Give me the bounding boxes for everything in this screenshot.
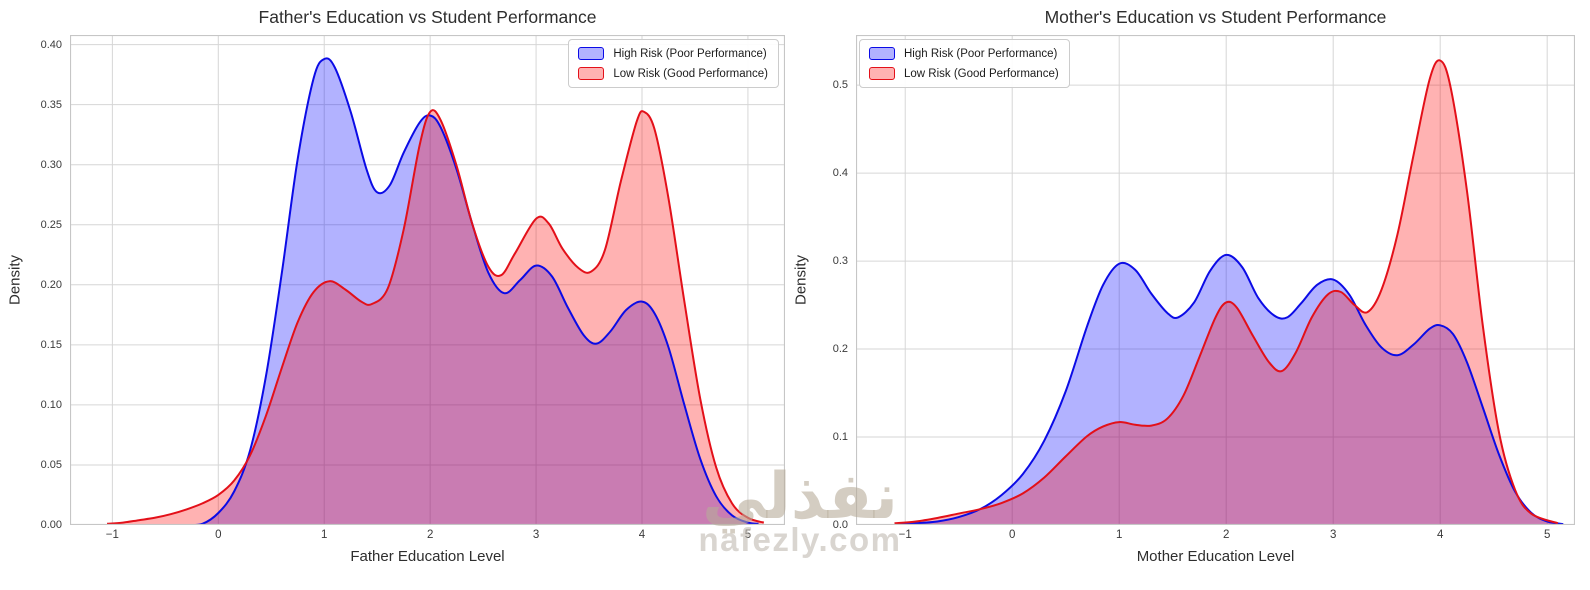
x-tick-label: 2	[1222, 529, 1230, 541]
low-risk-density-curve	[894, 59, 1559, 525]
x-tick-label: 1	[321, 529, 328, 541]
legend-label: High Risk (Poor Performance)	[904, 47, 1058, 60]
x-tick-label: 4	[638, 529, 646, 541]
legend-label: High Risk (Poor Performance)	[613, 47, 767, 60]
high-risk-density-fill	[894, 254, 1564, 525]
x-tick-label: 5	[1543, 529, 1551, 541]
y-tick-label: 0.40	[40, 38, 62, 51]
father-legend: High Risk (Poor Performance) Low Risk (G…	[568, 39, 779, 88]
father-kde-plot-area: High Risk (Poor Performance) Low Risk (G…	[41, 35, 785, 541]
mother-kde-plot-area: High Risk (Poor Performance) Low Risk (G…	[833, 35, 1575, 541]
y-tick-label: 0.00	[40, 519, 62, 531]
x-tick-label: 0	[215, 529, 222, 541]
legend-label: Low Risk (Good Performance)	[904, 67, 1059, 80]
mother-legend: High Risk (Poor Performance) Low Risk (G…	[859, 39, 1070, 88]
y-tick-label: 0.1	[832, 431, 848, 444]
y-tick-label: 0.25	[40, 218, 62, 231]
father-x-axis-label: Father Education Level	[350, 548, 505, 565]
y-tick-label: 0.30	[40, 158, 62, 171]
x-tick-label: 5	[744, 529, 752, 541]
x-tick-label: 3	[1329, 529, 1337, 541]
low-risk-density-fill	[894, 60, 1558, 525]
x-tick-label: 0	[1009, 529, 1016, 541]
x-tick-label: 3	[532, 529, 540, 541]
x-tick-label: −1	[105, 529, 119, 541]
legend-item-low-risk: Low Risk (Good Performance)	[578, 67, 768, 80]
axes-border	[70, 35, 785, 525]
y-tick-label: 0.15	[40, 338, 62, 351]
mother-x-axis-label: Mother Education Level	[1136, 548, 1295, 565]
y-tick-label: 0.2	[832, 343, 848, 356]
y-tick-label: 0.35	[40, 98, 62, 111]
y-tick-label: 0.20	[40, 278, 62, 291]
high-risk-swatch-icon	[869, 47, 895, 60]
mother-kde-svg	[856, 35, 1575, 525]
y-tick-label: 0.4	[832, 167, 848, 180]
y-tick-label: 0.10	[40, 398, 62, 411]
x-tick-label: 2	[426, 529, 434, 541]
legend-item-low-risk: Low Risk (Good Performance)	[869, 67, 1059, 80]
legend-label: Low Risk (Good Performance)	[613, 67, 768, 80]
legend-item-high-risk: High Risk (Poor Performance)	[869, 47, 1059, 60]
y-tick-label: 0.5	[832, 79, 848, 92]
low-risk-density-fill	[107, 110, 764, 525]
x-tick-label: 4	[1436, 529, 1444, 541]
x-tick-label: 1	[1116, 529, 1123, 541]
mother-chart-title: Mother's Education vs Student Performanc…	[1044, 7, 1387, 27]
y-tick-label: 0.3	[832, 255, 848, 268]
legend-item-high-risk: High Risk (Poor Performance)	[578, 47, 768, 60]
high-risk-density-curve	[894, 253, 1564, 525]
father-kde-svg	[70, 35, 785, 525]
high-risk-density-curve	[186, 57, 759, 525]
father-chart-title: Father's Education vs Student Performanc…	[258, 7, 597, 27]
axes-border	[856, 35, 1575, 525]
low-risk-swatch-icon	[578, 67, 605, 80]
y-tick-label: 0.0	[832, 519, 848, 531]
x-tick-label: −1	[898, 529, 912, 541]
high-risk-density-fill	[186, 58, 759, 525]
y-tick-label: 0.05	[40, 458, 62, 471]
high-risk-swatch-icon	[578, 47, 605, 60]
low-risk-density-curve	[106, 109, 765, 525]
low-risk-swatch-icon	[869, 67, 895, 80]
